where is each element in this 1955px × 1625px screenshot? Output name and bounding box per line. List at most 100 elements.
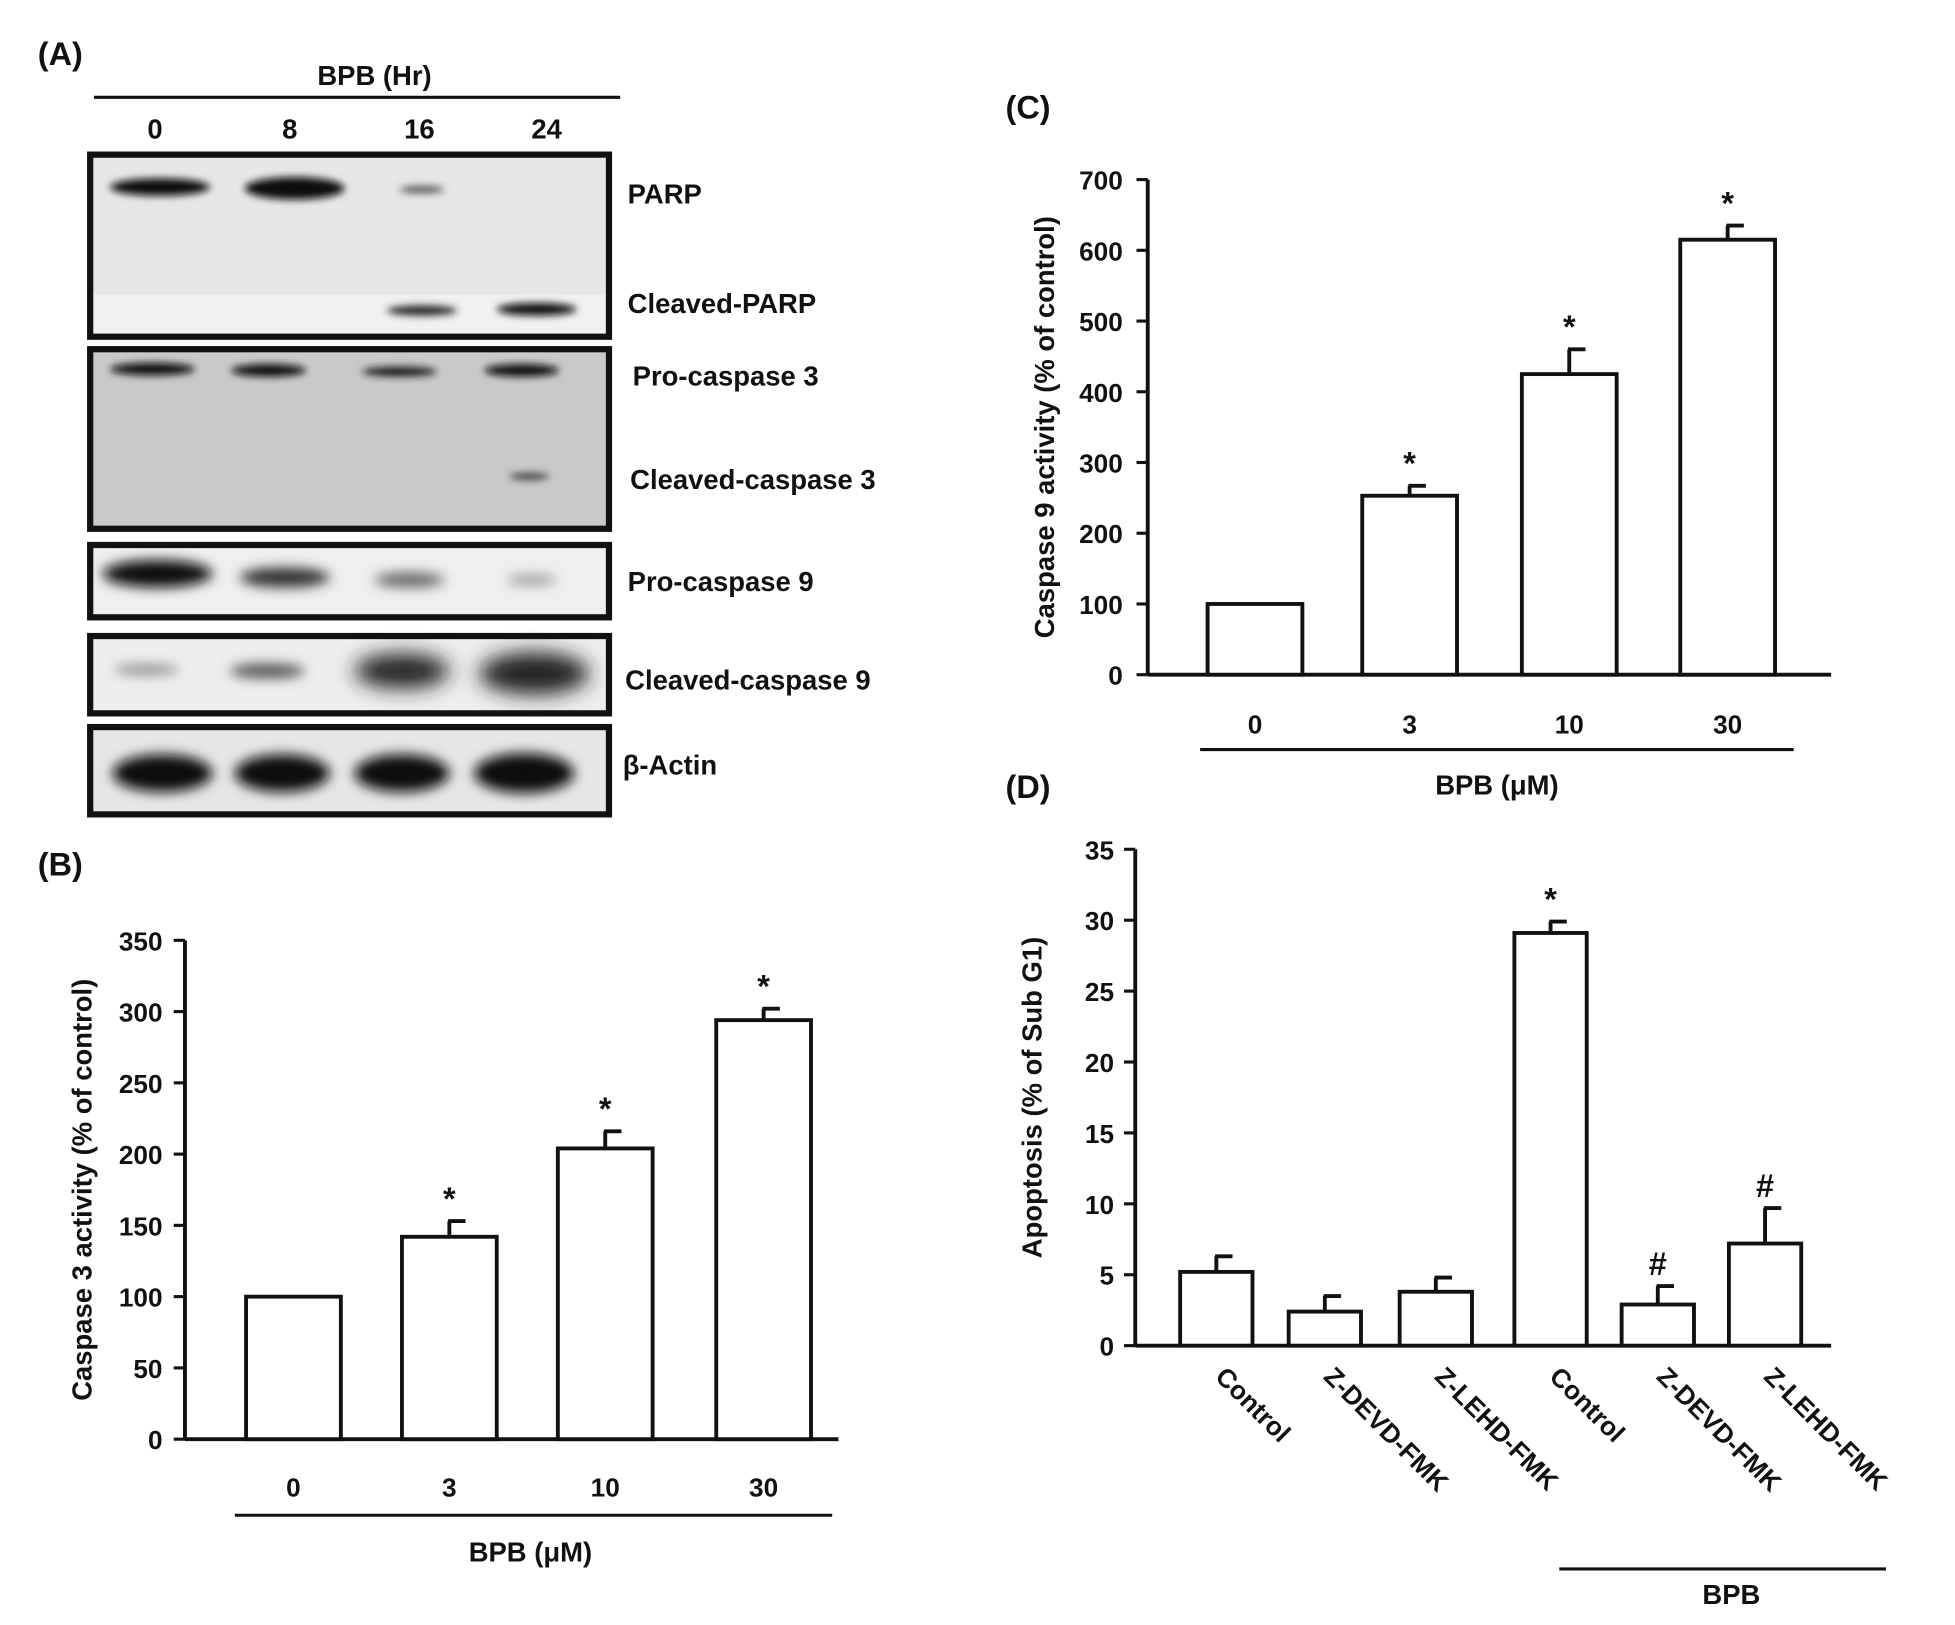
category-label: 0	[286, 1473, 301, 1503]
label-beta-actin: β-Actin	[623, 749, 717, 780]
y-tick-label: 250	[119, 1069, 163, 1099]
band-parp-0h	[110, 178, 210, 196]
significance-mark: *	[443, 1181, 456, 1217]
category-label: 30	[1713, 709, 1742, 739]
bar	[1512, 931, 1589, 1348]
label-cleaved-caspase3: Cleaved-caspase 3	[630, 464, 875, 495]
blot-strip-parp	[87, 151, 613, 340]
blot-header: BPB (Hr)	[317, 60, 431, 91]
blot-strip-cleaved-caspase9	[87, 632, 613, 717]
category-label: 10	[591, 1473, 620, 1503]
y-tick-label: 20	[1085, 1048, 1114, 1078]
y-tick-label: 25	[1085, 977, 1114, 1007]
y-tick-label: 10	[1085, 1190, 1114, 1220]
blot-timepoint-0: 0	[147, 113, 162, 144]
y-tick-label: 500	[1079, 307, 1123, 337]
y-tick-label: 50	[133, 1354, 162, 1384]
y-tick-label: 100	[1079, 590, 1123, 620]
significance-mark: #	[1756, 1168, 1774, 1204]
bar	[1178, 1269, 1255, 1348]
panel-label-b: (B)	[38, 846, 83, 882]
y-tick-label: 150	[119, 1211, 163, 1241]
label-pro-caspase9: Pro-caspase 9	[628, 566, 814, 597]
bar	[1205, 602, 1305, 677]
band-cleaved-casp9-24h	[479, 652, 590, 695]
y-tick-label: 0	[1108, 661, 1123, 691]
band-cleaved-casp9-16h	[354, 653, 450, 689]
blot-strip-actin	[87, 723, 613, 818]
label-pro-caspase3: Pro-caspase 3	[633, 360, 819, 391]
blot-timepoint-16: 16	[404, 113, 435, 144]
band-pro-casp9-8h	[239, 567, 330, 588]
panel-a: (A) BPB (Hr) 0 8 16 24 PARP Cleaved-PARP	[38, 36, 876, 818]
y-tick-label: 350	[119, 926, 163, 956]
category-label: 0	[1248, 709, 1263, 739]
y-axis-label: Caspase 9 activity (% of control)	[1029, 216, 1060, 638]
band-cleaved-casp3-24h	[509, 472, 550, 481]
y-tick-label: 300	[119, 998, 163, 1028]
label-cleaved-caspase9: Cleaved-caspase 9	[625, 665, 870, 696]
y-tick-label: 35	[1085, 835, 1114, 865]
significance-mark: *	[1563, 309, 1576, 345]
band-pro-casp3-16h	[362, 366, 437, 377]
y-tick-label: 0	[148, 1425, 163, 1455]
band-cleaved-casp9-8h	[229, 663, 305, 679]
blot-timepoint-24: 24	[531, 113, 562, 144]
band-pro-casp3-0h	[110, 362, 195, 376]
label-parp: PARP	[628, 178, 702, 209]
category-label: Control	[1544, 1361, 1631, 1448]
y-tick-label: 0	[1099, 1332, 1114, 1362]
band-pro-casp9-16h	[374, 572, 445, 588]
significance-mark: *	[599, 1091, 612, 1127]
y-tick-label: 200	[1079, 519, 1123, 549]
bar	[1360, 493, 1459, 677]
label-cleaved-parp: Cleaved-PARP	[628, 288, 816, 319]
band-parp-8h	[244, 177, 345, 200]
y-tick-label: 400	[1079, 378, 1123, 408]
y-tick-label: 600	[1079, 236, 1123, 266]
band-pro-casp9-24h	[506, 574, 557, 585]
band-cleaved-parp-24h	[496, 303, 577, 316]
band-pro-casp9-0h	[102, 559, 213, 588]
bar	[714, 1018, 813, 1442]
panel-label-a: (A)	[38, 36, 83, 72]
bar	[1519, 372, 1619, 677]
band-parp-16h	[399, 185, 445, 194]
significance-mark: *	[1721, 185, 1734, 221]
category-label: 3	[442, 1473, 457, 1503]
blot-strip-caspase3	[87, 346, 613, 532]
y-tick-label: 5	[1099, 1261, 1114, 1291]
band-actin-8h	[234, 754, 330, 792]
y-tick-label: 30	[1085, 906, 1114, 936]
band-actin-16h	[354, 754, 450, 792]
group-label: BPB	[1702, 1579, 1760, 1610]
category-label: Control	[1210, 1361, 1297, 1448]
category-label: 3	[1402, 709, 1417, 739]
y-tick-label: 15	[1085, 1119, 1114, 1149]
bar	[400, 1234, 499, 1442]
band-pro-casp3-24h	[484, 364, 560, 377]
panel-label-c: (C)	[1006, 89, 1051, 125]
y-tick-label: 700	[1079, 166, 1123, 196]
y-tick-label: 200	[119, 1140, 163, 1170]
y-tick-label: 300	[1079, 448, 1123, 478]
band-cleaved-parp-16h	[386, 305, 457, 316]
chart-d: 0 5 10 15 20 25 30 35 Apoptosis (% of Sub G1) Con…	[1017, 835, 1894, 1610]
y-tick-label: 100	[119, 1283, 163, 1313]
bar	[1286, 1309, 1363, 1348]
significance-mark: *	[1403, 446, 1416, 482]
blot-strip-pro-caspase9	[87, 541, 613, 621]
panel-label-d: (D)	[1006, 769, 1051, 805]
bar	[1678, 237, 1777, 677]
x-axis-label: BPB (μM)	[1435, 769, 1558, 800]
bar	[1726, 1241, 1804, 1348]
bar	[555, 1146, 655, 1442]
band-actin-24h	[474, 753, 575, 794]
significance-mark: *	[1544, 881, 1557, 917]
x-axis-label: BPB (μM)	[469, 1536, 592, 1567]
y-axis-label: Caspase 3 activity (% of control)	[66, 979, 97, 1401]
category-label: 10	[1555, 709, 1584, 739]
